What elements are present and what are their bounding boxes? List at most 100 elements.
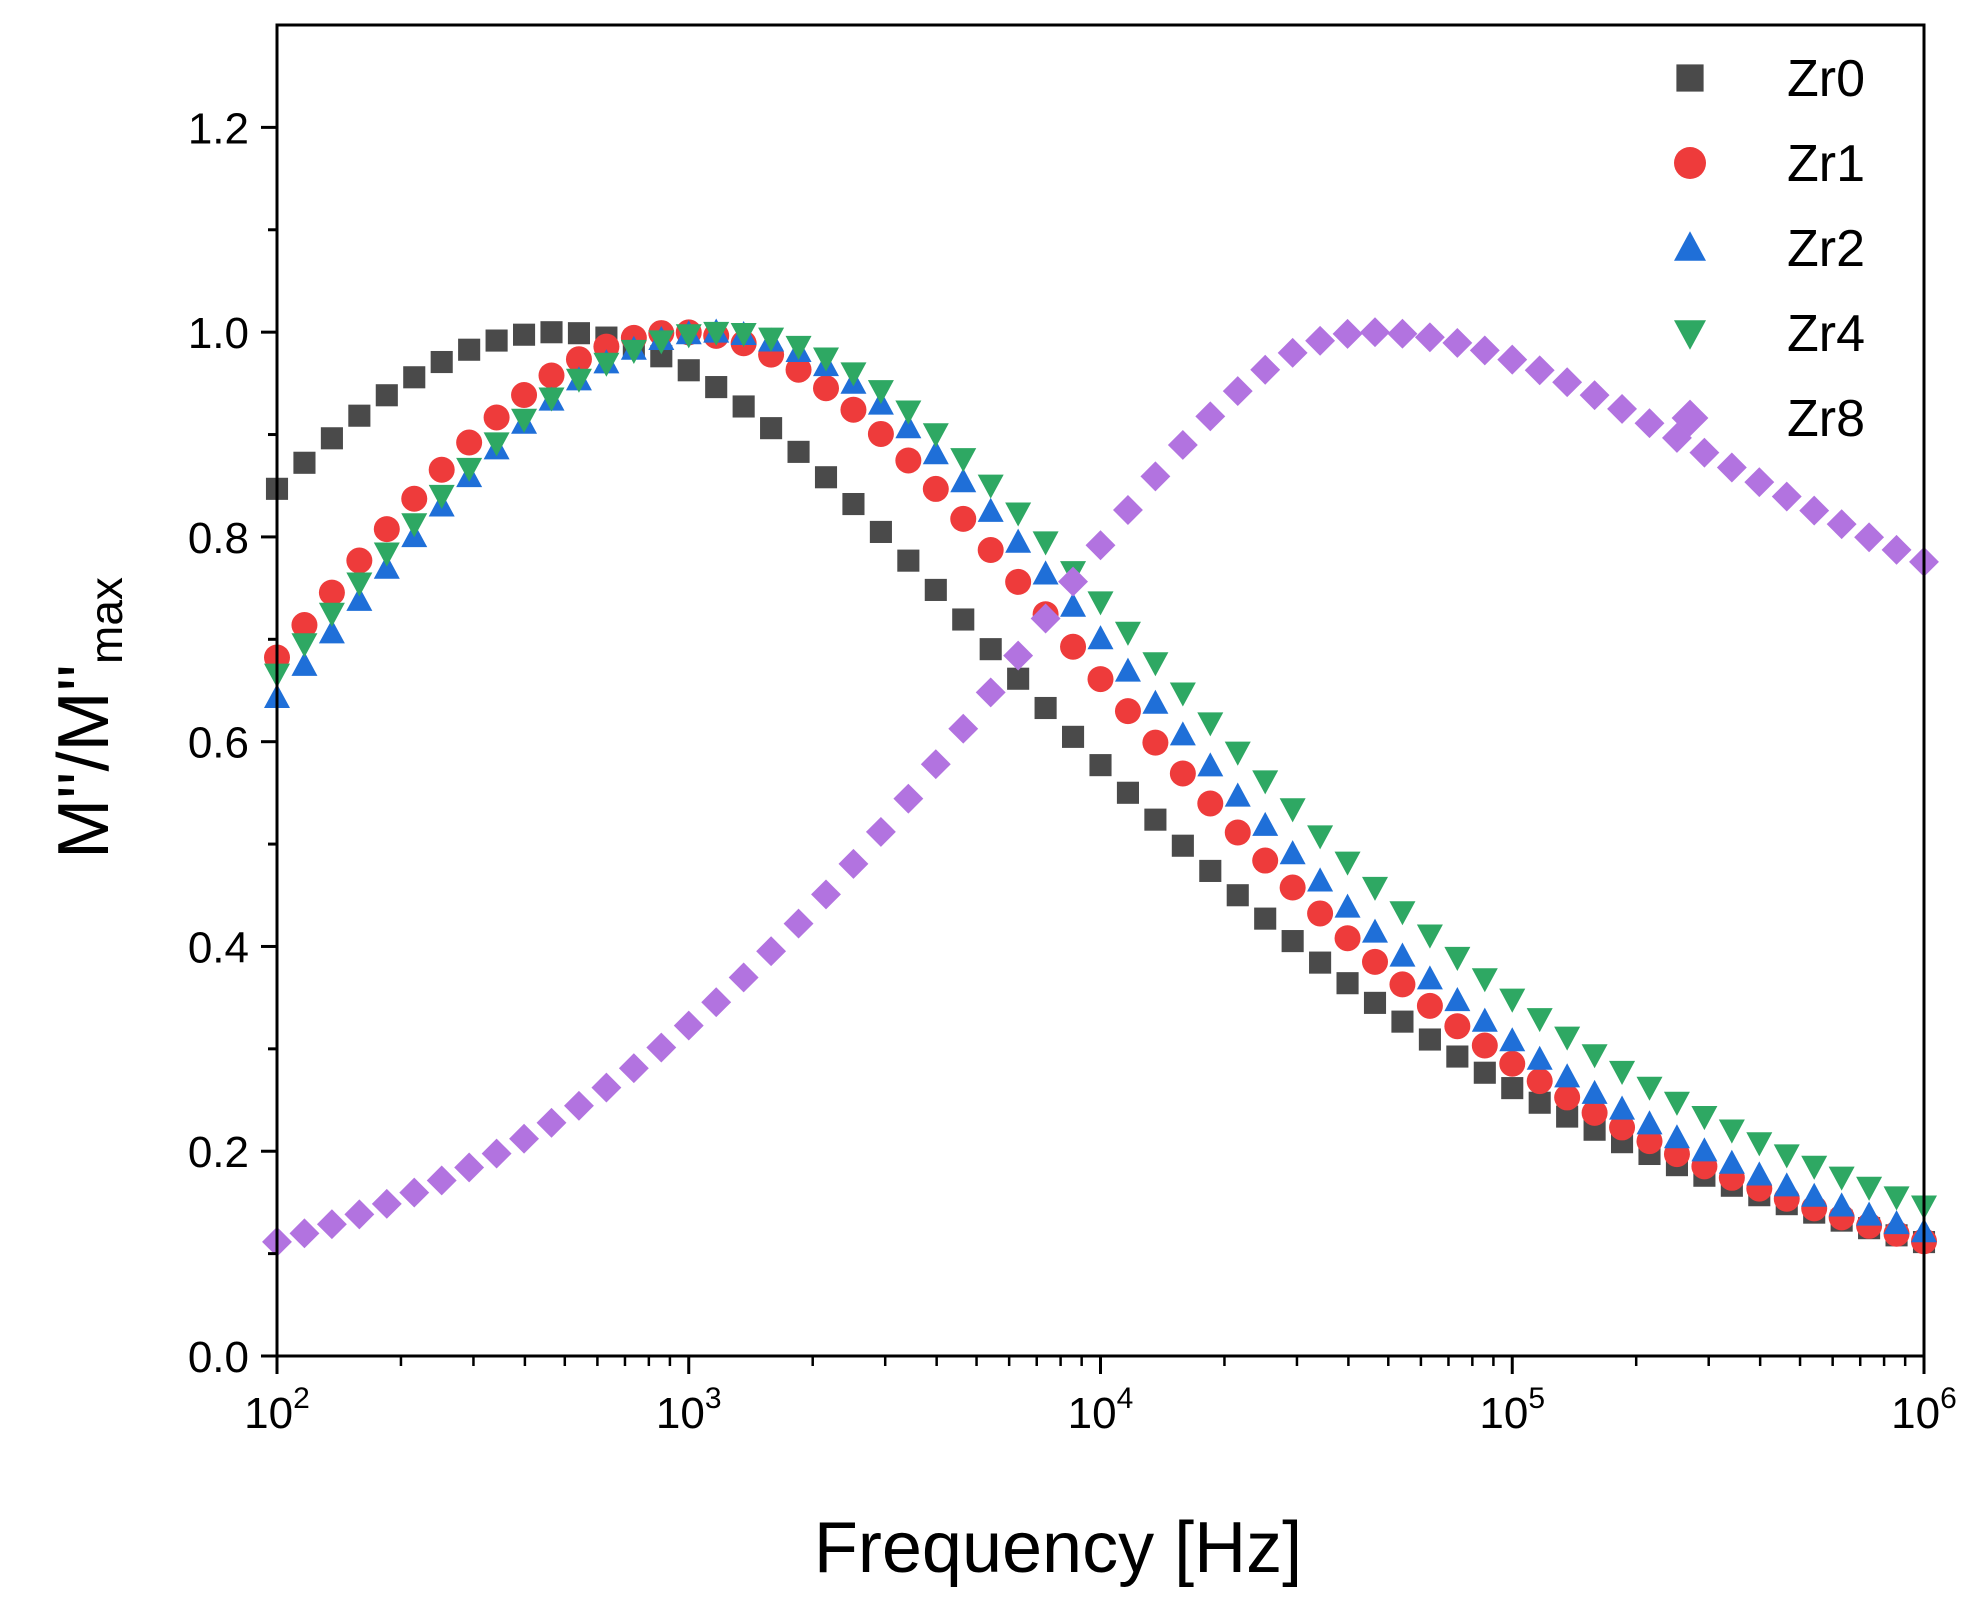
data-point xyxy=(1195,401,1226,432)
data-point xyxy=(316,1209,347,1240)
data-point xyxy=(977,497,1004,522)
data-point xyxy=(728,962,759,993)
data-point xyxy=(730,322,757,347)
data-point xyxy=(1005,568,1032,595)
data-point xyxy=(346,547,373,574)
data-point xyxy=(1524,355,1555,386)
data-point xyxy=(1826,509,1857,540)
data-point xyxy=(1140,461,1171,492)
data-point xyxy=(509,1123,539,1154)
data-point xyxy=(1552,367,1583,398)
data-point xyxy=(977,537,1004,564)
data-point xyxy=(591,1072,622,1103)
data-point xyxy=(1252,811,1279,836)
data-point xyxy=(538,362,565,389)
series-zr0 xyxy=(265,321,1936,1254)
data-point xyxy=(1609,1114,1636,1141)
data-point xyxy=(1526,1045,1553,1070)
data-point xyxy=(620,339,647,364)
y-tick-label: 0.0 xyxy=(188,1333,249,1382)
data-point xyxy=(373,516,400,543)
data-point xyxy=(869,520,892,543)
data-point xyxy=(675,324,702,349)
data-point xyxy=(1142,689,1169,714)
data-point xyxy=(1471,1032,1498,1059)
data-point xyxy=(1087,666,1114,693)
data-point xyxy=(511,408,538,433)
data-point xyxy=(705,376,728,399)
legend: Zr0 Zr1 Zr2 Zr4 Zr8 xyxy=(1671,50,1865,448)
data-point xyxy=(1334,925,1361,952)
data-point xyxy=(920,749,951,780)
data-point xyxy=(1554,1084,1581,1111)
data-point xyxy=(1224,782,1251,807)
data-point xyxy=(758,327,785,352)
data-point xyxy=(1142,652,1169,677)
data-point xyxy=(1224,819,1251,846)
data-point xyxy=(1085,530,1116,561)
data-point xyxy=(483,432,510,457)
data-point xyxy=(756,936,787,967)
data-point xyxy=(950,505,977,532)
data-point xyxy=(1416,992,1443,1019)
data-point xyxy=(785,356,812,383)
data-point xyxy=(979,638,1002,661)
data-point xyxy=(1414,322,1445,353)
x-tick-label-exponent: 2 xyxy=(293,1382,310,1415)
data-point xyxy=(785,335,812,360)
data-point xyxy=(922,440,949,465)
data-point xyxy=(1305,325,1336,356)
data-point xyxy=(1391,1010,1414,1033)
data-point xyxy=(1663,1091,1690,1116)
x-tick-label-base: 10 xyxy=(1068,1389,1117,1438)
data-point xyxy=(1116,781,1139,804)
data-point xyxy=(1854,522,1885,553)
data-point xyxy=(1416,924,1443,949)
x-tick-label-exponent: 3 xyxy=(705,1382,722,1415)
data-point xyxy=(1636,1076,1663,1101)
data-point xyxy=(1362,876,1388,901)
legend-label: Zr1 xyxy=(1787,135,1865,193)
data-point xyxy=(618,1053,649,1084)
data-point xyxy=(1554,1063,1581,1088)
legend-label: Zr4 xyxy=(1787,305,1865,363)
data-point xyxy=(840,396,867,423)
data-point xyxy=(1062,725,1085,748)
data-point xyxy=(840,362,867,387)
data-point xyxy=(375,384,398,407)
data-point xyxy=(1197,752,1224,777)
data-point xyxy=(1334,851,1361,876)
data-point xyxy=(1144,808,1167,831)
data-point xyxy=(1362,918,1388,943)
data-point xyxy=(454,1152,485,1183)
y-tick-label: 1.0 xyxy=(188,309,249,358)
x-tick-label-base: 10 xyxy=(1891,1389,1940,1438)
series-zr2 xyxy=(264,318,1937,1243)
data-point xyxy=(564,1090,594,1121)
data-point xyxy=(1362,948,1388,975)
legend-marker xyxy=(1671,399,1709,437)
data-point xyxy=(373,542,400,567)
data-point xyxy=(401,485,428,512)
y-tick-label: 0.4 xyxy=(188,923,249,972)
data-point xyxy=(813,375,839,402)
data-point xyxy=(1526,1068,1553,1095)
data-point xyxy=(1499,1050,1526,1077)
data-point xyxy=(1499,1027,1526,1052)
legend-item-zr8: Zr8 xyxy=(1671,390,1865,448)
data-point xyxy=(1526,1008,1553,1033)
data-point xyxy=(1199,859,1222,882)
data-point xyxy=(813,347,839,372)
legend-marker xyxy=(1676,64,1704,92)
data-point xyxy=(565,368,592,393)
data-point xyxy=(1746,1161,1773,1186)
data-point xyxy=(1581,1079,1608,1104)
data-point xyxy=(1771,481,1802,512)
data-point xyxy=(811,879,841,910)
y-tick-label: 0.6 xyxy=(188,719,249,768)
data-point xyxy=(1607,393,1637,424)
data-point xyxy=(1224,741,1251,766)
data-point xyxy=(1007,667,1030,690)
data-point xyxy=(865,816,896,847)
data-point xyxy=(318,579,345,606)
